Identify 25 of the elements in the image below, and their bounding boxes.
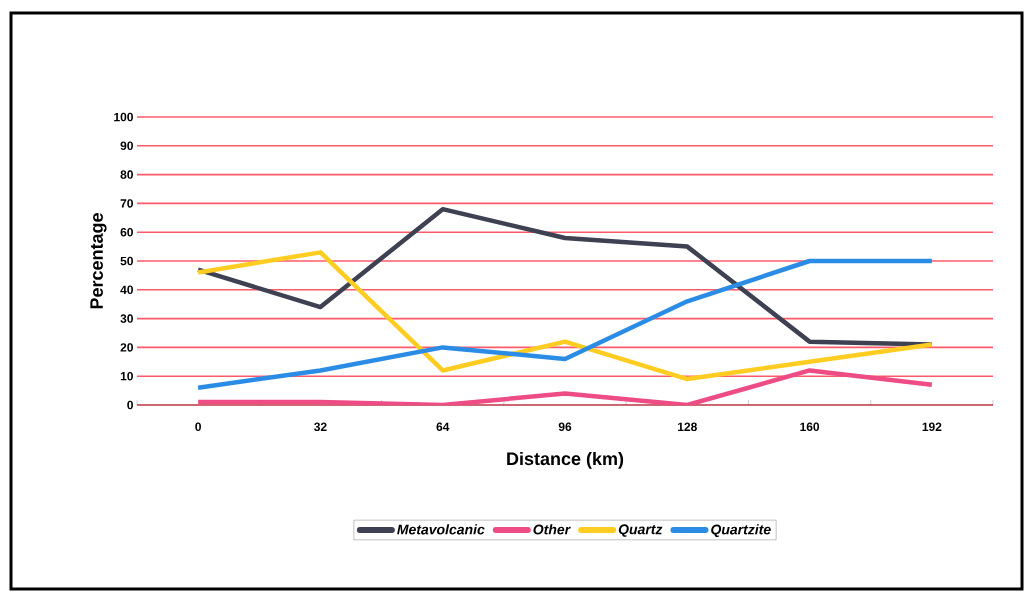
legend-label: Quartzite xyxy=(711,524,771,538)
x-tick-label: 64 xyxy=(436,422,450,432)
y-tick-label: 40 xyxy=(120,285,133,295)
legend-label: Quartz xyxy=(618,524,663,537)
y-tick-label: 20 xyxy=(120,343,133,352)
legend-label: Metavolcanic xyxy=(397,524,485,535)
y-tick-label: 10 xyxy=(120,371,133,381)
line-series xyxy=(195,368,935,405)
x-tick-label: 160 xyxy=(800,422,820,432)
y-tick-label: 50 xyxy=(120,256,133,266)
x-tick-label: 96 xyxy=(558,422,572,432)
x-tick-label: 0 xyxy=(195,422,201,432)
x-tick-label: 32 xyxy=(314,422,327,432)
x-axis-title: Distance (km) xyxy=(507,451,624,469)
x-tick-label: 128 xyxy=(678,422,697,432)
y-tick-label: 90 xyxy=(120,141,133,151)
y-tick-label: 70 xyxy=(120,199,133,208)
y-tick-label: 100 xyxy=(114,112,133,122)
y-tick-label: 60 xyxy=(120,227,133,237)
y-axis-title: Percentage xyxy=(90,213,107,309)
x-tick-label: 192 xyxy=(922,422,942,432)
legend-label: Other xyxy=(533,524,571,535)
y-tick-label: 30 xyxy=(120,314,133,323)
y-tick-label: 80 xyxy=(120,170,133,179)
y-tick-label: 0 xyxy=(127,400,133,410)
